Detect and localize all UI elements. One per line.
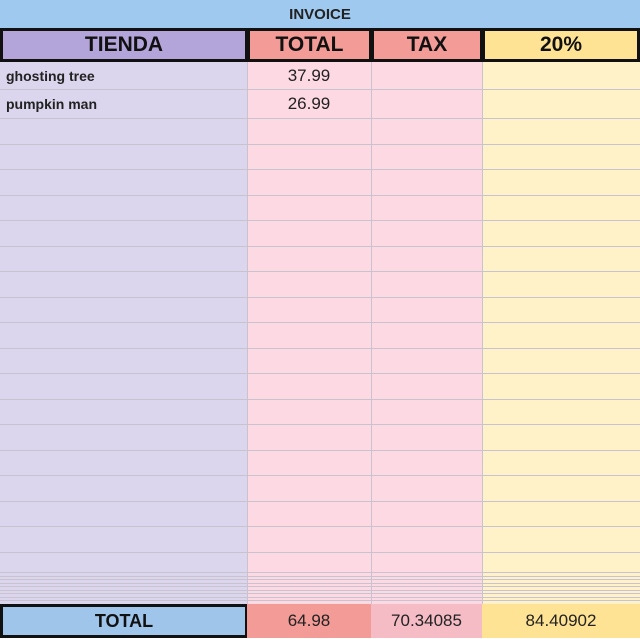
total-value: 84.40902 <box>482 604 640 638</box>
column-header: TOTAL <box>247 28 372 62</box>
grid-line <box>0 373 640 374</box>
grid-line <box>0 89 640 90</box>
cell: 37.99 <box>287 65 331 85</box>
total-value: 64.98 <box>247 604 371 638</box>
grid-line <box>371 62 372 604</box>
grid-line <box>0 348 640 349</box>
grid-line <box>0 144 640 145</box>
grid-line <box>0 118 640 119</box>
total-value: 70.34085 <box>371 604 482 638</box>
total-label: TOTAL <box>0 604 248 638</box>
grid-line <box>0 579 640 580</box>
column-header: 20% <box>482 28 640 62</box>
grid-line <box>247 62 248 604</box>
grid-line <box>0 593 640 594</box>
grid-line <box>0 576 640 577</box>
grid-line <box>0 475 640 476</box>
grid-line <box>0 424 640 425</box>
title: INVOICE <box>0 0 640 28</box>
grid-line <box>0 600 640 601</box>
grid-line <box>0 195 640 196</box>
cell: 26.99 <box>287 93 331 113</box>
grid-line <box>0 552 640 553</box>
grid-line <box>0 322 640 323</box>
grid-line <box>0 590 640 591</box>
grid-line <box>0 271 640 272</box>
grid-line <box>0 597 640 598</box>
grid-line <box>0 450 640 451</box>
col-c-bg <box>371 62 482 604</box>
col-b-bg <box>247 62 371 604</box>
grid-line <box>0 526 640 527</box>
grid-line <box>0 246 640 247</box>
col-a-bg <box>0 62 247 604</box>
grid-line <box>0 297 640 298</box>
cell: ghosting tree <box>6 67 95 84</box>
grid-line <box>0 169 640 170</box>
col-d-bg <box>482 62 640 604</box>
grid-line <box>0 220 640 221</box>
grid-line <box>482 62 483 604</box>
cell: pumpkin man <box>6 95 98 112</box>
column-header: TIENDA <box>0 28 248 62</box>
grid-line <box>0 572 640 573</box>
column-header: TAX <box>371 28 483 62</box>
grid-line <box>0 399 640 400</box>
grid-line <box>0 501 640 502</box>
grid-line <box>0 586 640 587</box>
grid-line <box>0 583 640 584</box>
